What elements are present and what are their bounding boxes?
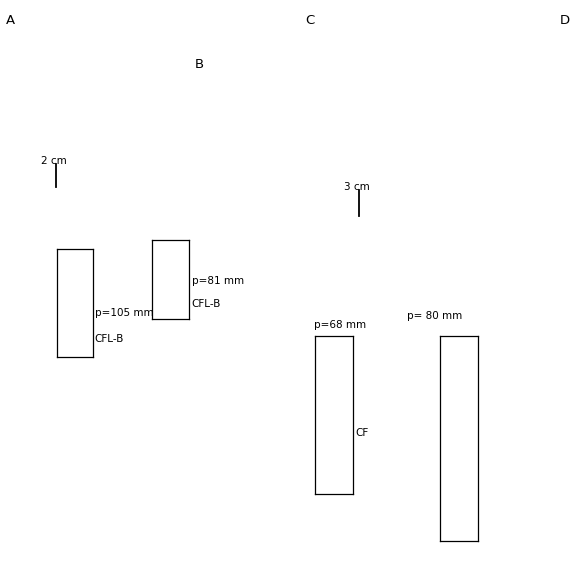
Text: 3 cm: 3 cm	[344, 182, 370, 192]
Text: CF: CF	[356, 428, 369, 438]
Text: B: B	[195, 58, 205, 71]
Text: C: C	[305, 14, 314, 27]
Text: p=68 mm: p=68 mm	[314, 319, 366, 330]
Text: D: D	[560, 14, 569, 27]
Text: A: A	[6, 14, 15, 27]
Text: 2 cm: 2 cm	[41, 156, 66, 166]
Text: CFL-B: CFL-B	[95, 334, 124, 345]
Text: p=105 mm: p=105 mm	[95, 308, 153, 318]
Text: CFL-B: CFL-B	[192, 299, 221, 309]
Text: p= 80 mm: p= 80 mm	[407, 311, 462, 321]
Text: p=81 mm: p=81 mm	[192, 276, 244, 286]
